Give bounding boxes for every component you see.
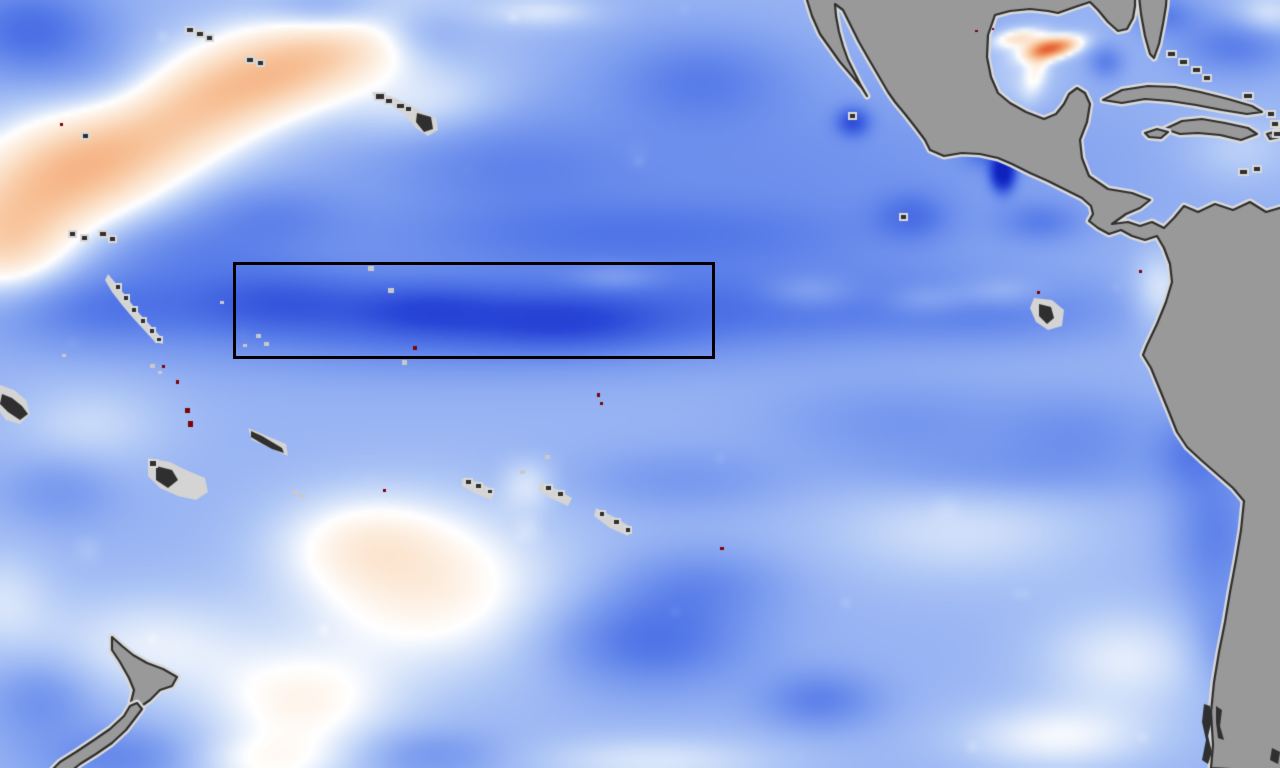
pacific-sst-anomaly-field bbox=[0, 0, 1280, 768]
sst-anomaly-map bbox=[0, 0, 1280, 768]
